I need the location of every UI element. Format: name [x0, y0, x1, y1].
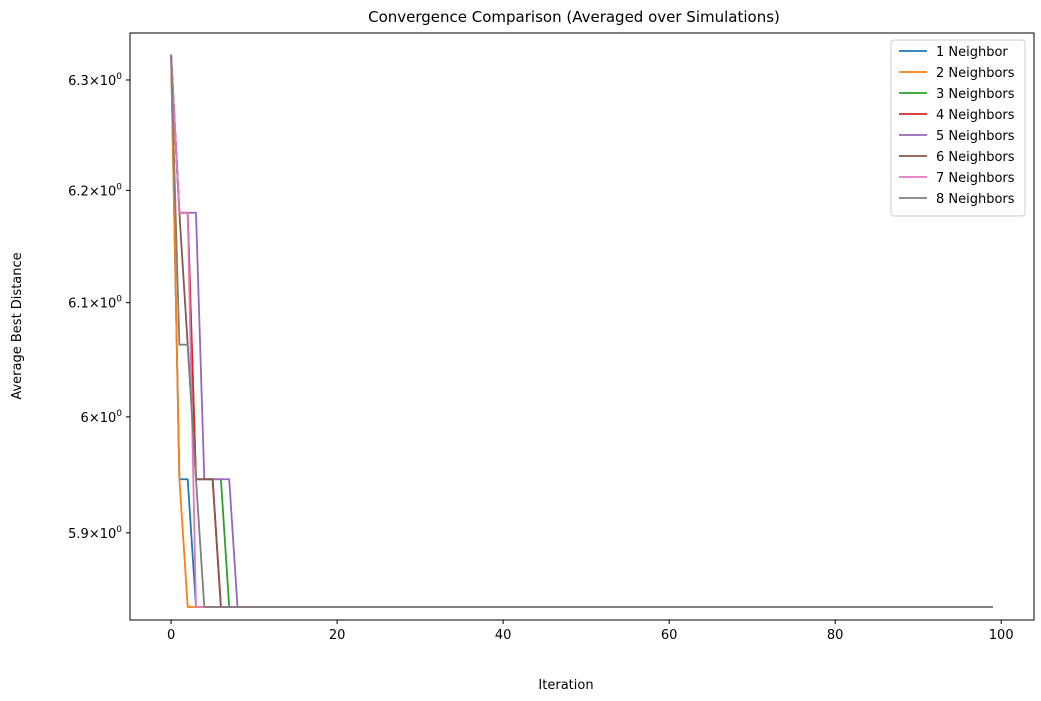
series-line-8 [170, 54, 993, 608]
x-tick-label: 40 [495, 628, 512, 643]
y-tick-label: 6.3×100 [68, 72, 122, 89]
legend-label: 1 Neighbor [936, 45, 1008, 60]
x-axis-label: Iteration [538, 678, 593, 693]
x-tick-label: 0 [167, 628, 175, 643]
legend-label: 3 Neighbors [936, 87, 1015, 102]
x-tick-label: 80 [827, 628, 844, 643]
x-axis: 0 20 40 60 80 100 [167, 620, 1014, 643]
series-line-4 [170, 54, 993, 608]
x-tick-label: 20 [329, 628, 346, 643]
legend-label: 2 Neighbors [936, 66, 1015, 81]
series-line-1 [170, 54, 993, 608]
y-tick-label: 6.2×100 [68, 182, 122, 199]
legend-label: 8 Neighbors [936, 192, 1015, 207]
legend-label: 4 Neighbors [936, 108, 1015, 123]
series-line-3 [170, 54, 993, 608]
plot-frame [129, 32, 1035, 621]
series-line-6 [170, 54, 993, 608]
y-axis: 5.9×100 6×100 6.1×100 6.2×100 6.3×100 [68, 72, 130, 542]
x-tick-label: 100 [989, 628, 1014, 643]
series-layer [170, 54, 993, 608]
legend: 1 Neighbor 2 Neighbors 3 Neighbors 4 Neighb… [890, 39, 1026, 217]
plot-area: 0 20 40 60 80 100 5.9×100 6×100 6.1×100 6.2×100 6… [68, 32, 1035, 643]
x-tick-label: 60 [661, 628, 678, 643]
legend-label: 7 Neighbors [936, 171, 1015, 186]
series-line-5 [170, 54, 993, 608]
legend-label: 6 Neighbors [936, 150, 1015, 165]
legend-box [890, 39, 1026, 217]
y-tick-label: 6.1×100 [68, 295, 122, 312]
y-tick-label: 5.9×100 [68, 525, 122, 542]
legend-label: 5 Neighbors [936, 129, 1015, 144]
y-tick-label: 6×100 [81, 409, 123, 426]
y-axis-label: Average Best Distance [10, 252, 25, 399]
series-line-7 [170, 54, 993, 608]
series-line-2 [170, 54, 993, 608]
chart-title: Convergence Comparison (Averaged over Si… [368, 8, 780, 26]
